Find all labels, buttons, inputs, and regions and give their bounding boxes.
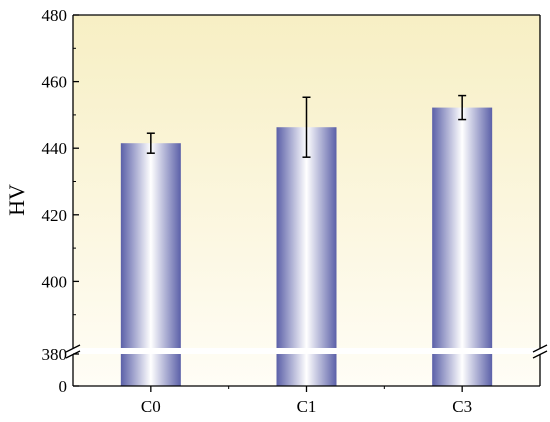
axis-break-gaps [73, 348, 540, 354]
y-axis-title: HV [4, 184, 29, 216]
y-tick-label: 400 [42, 272, 68, 291]
x-tick-label: C0 [141, 397, 161, 416]
error-bar-c3 [458, 94, 467, 121]
error-bar-c0 [146, 132, 155, 154]
y-tick-label: 460 [42, 73, 68, 92]
y-tick-label: 0 [59, 377, 68, 396]
bar-c1 [276, 127, 337, 386]
bars-layer [120, 107, 493, 386]
y-ticks: 0 380 400 420 440 460 480 [42, 6, 79, 396]
y-tick-label: 420 [42, 206, 68, 225]
bar-c0 [120, 143, 181, 386]
x-tick-label: C1 [297, 397, 317, 416]
bar-c3 [432, 107, 493, 386]
x-ticks: C0 C1 C3 [141, 386, 472, 416]
error-bar-c1 [302, 96, 311, 158]
y-tick-label: 480 [42, 6, 68, 25]
error-bars-layer [146, 94, 467, 158]
y-tick-label: 440 [42, 139, 68, 158]
x-tick-label: C3 [452, 397, 472, 416]
y-tick-label: 380 [42, 345, 68, 364]
